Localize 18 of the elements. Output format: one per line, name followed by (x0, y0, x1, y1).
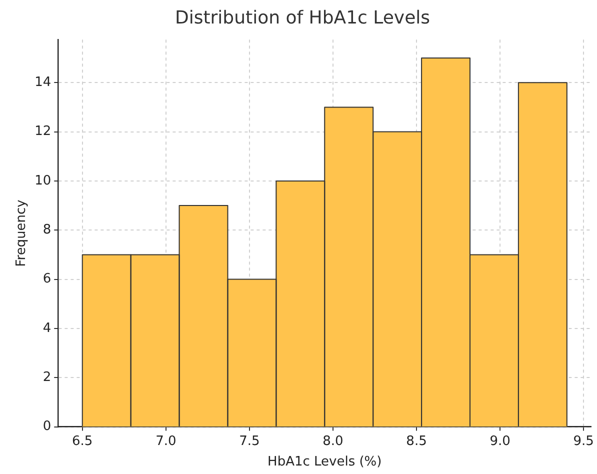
x-axis-title: HbA1c Levels (%) (268, 454, 382, 470)
x-tick-label: 8.5 (406, 434, 427, 449)
x-tick-label: 8.0 (322, 434, 344, 449)
y-tick-label: 0 (42, 419, 52, 434)
y-tick-label: 4 (42, 320, 52, 336)
y-tick-label: 8 (42, 222, 52, 238)
y-tick-label: 6 (42, 272, 52, 287)
y-axis-title: Frequency (14, 199, 30, 267)
x-tick-label: 9.0 (490, 434, 510, 449)
x-tick-label: 7.0 (156, 434, 176, 449)
x-tick-label: 9.5 (573, 434, 594, 449)
x-tick-label: 7.5 (239, 434, 260, 449)
y-tick-label: 10 (34, 173, 52, 188)
y-tick-label: 2 (42, 370, 52, 386)
chart-title: Distribution of HbA1c Levels (174, 7, 430, 28)
y-tick-label: 14 (34, 74, 52, 90)
y-tick-label: 12 (34, 124, 52, 140)
x-tick-label: 6.5 (72, 434, 93, 449)
